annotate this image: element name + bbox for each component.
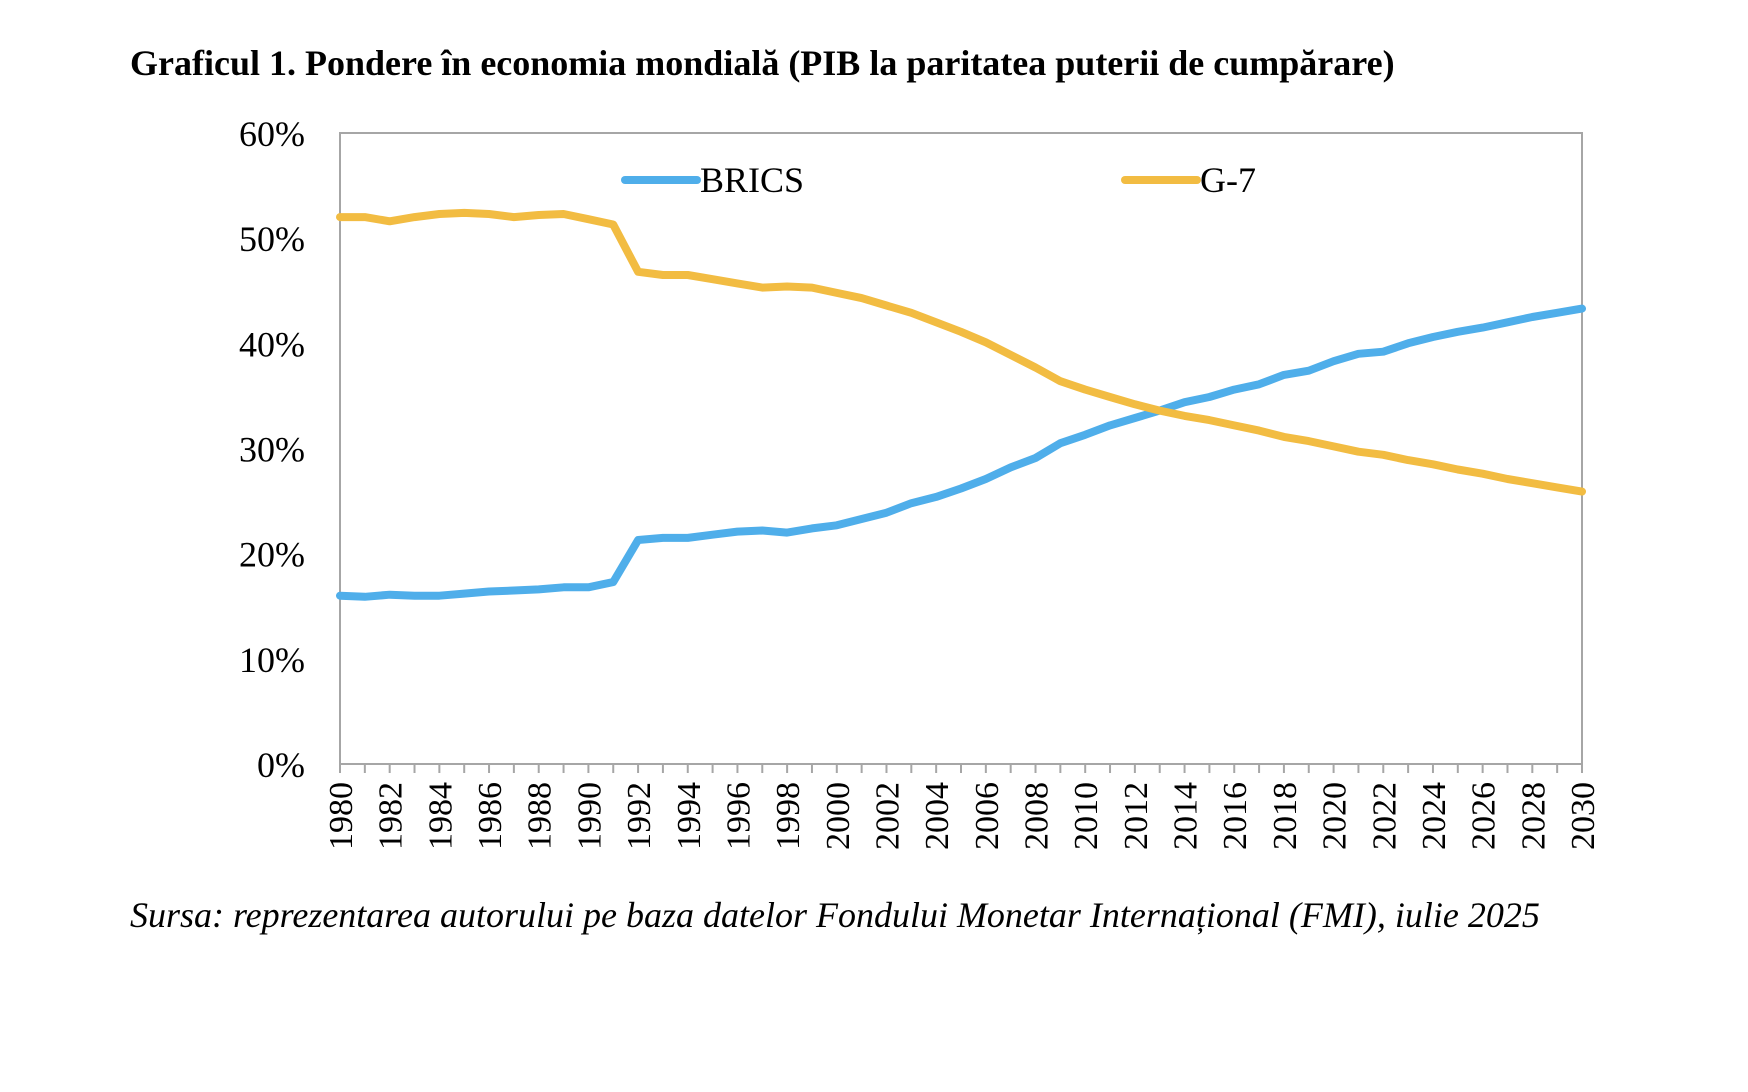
x-tick-label: 1998 — [770, 782, 807, 850]
x-tick-label: 2004 — [919, 782, 956, 850]
x-tick-label: 2016 — [1217, 782, 1254, 850]
y-tick-label: 20% — [239, 535, 305, 575]
x-tick-label: 2000 — [820, 782, 857, 850]
y-tick-label: 40% — [239, 324, 305, 364]
x-tick-label: 2026 — [1466, 782, 1503, 850]
x-tick-label: 1980 — [323, 782, 360, 850]
x-tick-label: 2014 — [1168, 782, 1205, 850]
x-tick-label: 1982 — [373, 782, 410, 850]
y-tick-label: 60% — [239, 114, 305, 154]
x-tick-label: 2022 — [1366, 782, 1403, 850]
y-tick-label: 0% — [257, 745, 305, 785]
x-tick-label: 2008 — [1019, 782, 1056, 850]
legend: BRICS G-7 — [621, 160, 1256, 200]
x-tick-label: 2002 — [869, 782, 906, 850]
y-tick-label: 50% — [239, 219, 305, 259]
x-tick-label: 2028 — [1515, 782, 1552, 850]
x-tick-label: 1990 — [571, 782, 608, 850]
x-tick-label: 1988 — [522, 782, 559, 850]
x-tick-label: 2012 — [1118, 782, 1155, 850]
x-tick-label: 1994 — [671, 782, 708, 850]
y-tick-label: 30% — [239, 430, 305, 470]
x-tick-label: 1986 — [472, 782, 509, 850]
series-lines — [336, 208, 1586, 601]
y-tick-label: 10% — [239, 640, 305, 680]
x-tick-label: 2018 — [1267, 782, 1304, 850]
series-line-g7 — [336, 208, 1586, 496]
x-tick-label: 2030 — [1565, 782, 1602, 850]
x-tick-label: 2020 — [1317, 782, 1354, 850]
x-tick-label: 1984 — [422, 782, 459, 850]
x-tick-label: 2024 — [1416, 782, 1453, 850]
y-axis-ticks: 0% 10% 20% 30% 40% 50% 60% — [239, 114, 305, 785]
plot-area-border — [339, 132, 1583, 765]
series-line-brics — [336, 304, 1586, 601]
x-tick-label: 2006 — [969, 782, 1006, 850]
line-chart: 0%10%20%30%40%50%60% 1980 1982 1984 1986 198… — [239, 114, 1602, 850]
source-note: Sursa: reprezentarea autorului pe baza d… — [130, 895, 1540, 935]
legend-label-g7: G-7 — [1200, 160, 1256, 200]
x-axis-ticks: 1980 1982 1984 1986 1988 1990 1992 1994 1996 1998… — [323, 764, 1602, 850]
x-tick-label: 1992 — [621, 782, 658, 850]
legend-label-brics: BRICS — [700, 160, 804, 200]
x-tick-label: 2010 — [1068, 782, 1105, 850]
chart-title: Graficul 1. Pondere în economia mondială… — [130, 43, 1395, 83]
x-tick-label: 1996 — [720, 782, 757, 850]
axes — [339, 132, 1583, 765]
